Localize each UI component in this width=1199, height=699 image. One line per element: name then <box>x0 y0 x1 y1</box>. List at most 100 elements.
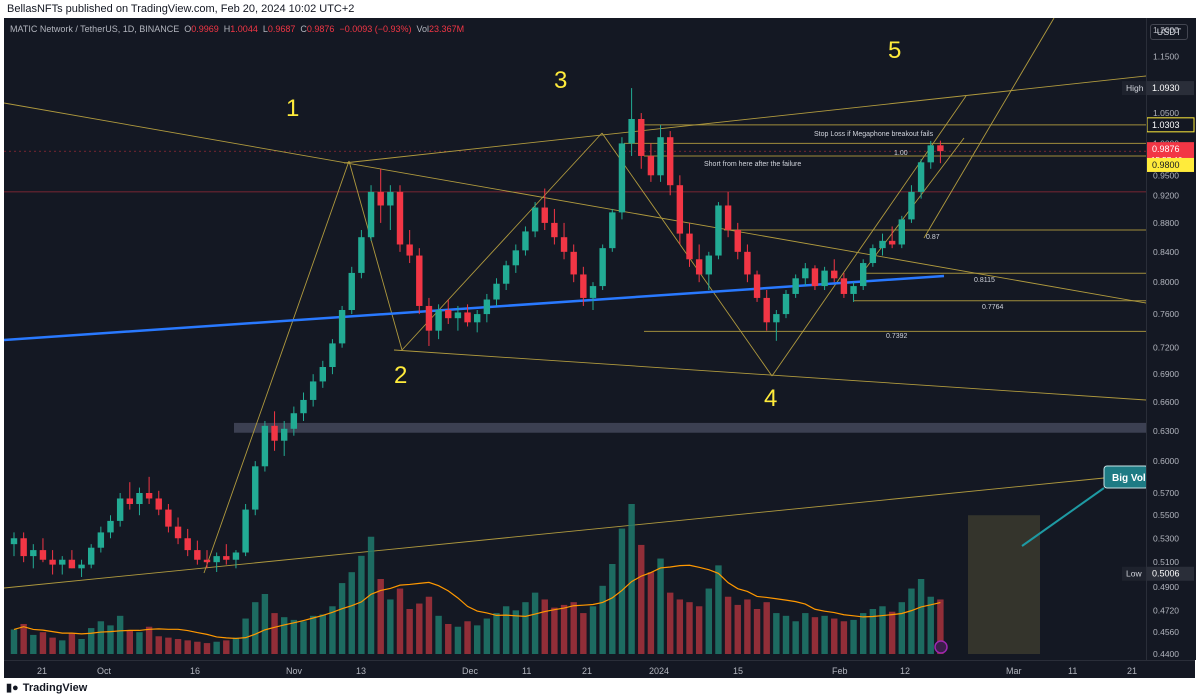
volume-bar <box>271 613 278 654</box>
y-tick-label: 0.5300 <box>1153 533 1179 543</box>
trend-line <box>401 132 603 351</box>
trend-line <box>348 160 403 351</box>
volume-bar <box>792 621 799 654</box>
price-badge <box>1146 117 1195 133</box>
header: BellasNFTs published on TradingView.com,… <box>0 0 1199 18</box>
volume-bar <box>840 621 848 654</box>
volume-bar <box>309 615 317 654</box>
volume-bar <box>937 599 944 654</box>
price-badge <box>1147 157 1194 172</box>
candle-body <box>927 145 934 163</box>
candle-body <box>242 509 249 553</box>
volume-bar <box>367 536 375 654</box>
price-axis[interactable]: 1.20001.15001.10001.05001.00000.95000.92… <box>1146 18 1196 660</box>
price-badge-value: 1.0303 <box>1152 120 1180 130</box>
candle-body <box>348 272 355 311</box>
volume-bar <box>300 621 307 654</box>
candle-body <box>184 538 191 551</box>
volume-bar <box>416 603 423 654</box>
candle-body <box>416 255 423 306</box>
volume-bar <box>329 606 336 654</box>
candle-body <box>338 310 346 344</box>
candle-body <box>531 207 539 232</box>
volume-bar <box>445 624 452 654</box>
candle-body <box>309 381 317 400</box>
candle-body <box>908 191 915 220</box>
volume-bar <box>126 630 133 654</box>
volume-bar <box>338 583 346 654</box>
candle-body <box>49 559 56 565</box>
y-tick-label: 0.4720 <box>1153 605 1179 615</box>
volume-bar <box>753 609 761 654</box>
y-tick-label: 0.6000 <box>1153 456 1179 466</box>
candle-body <box>290 413 298 429</box>
volume-bar <box>88 628 95 654</box>
candle-body <box>570 251 577 275</box>
candle-body <box>281 428 288 441</box>
volume-bar <box>358 555 365 654</box>
volume-bar <box>686 602 693 654</box>
volume-bar <box>223 640 230 654</box>
chart-area[interactable]: 1 2 3 4 5 Stop Loss if Megaphone breakout fai… <box>3 17 1152 660</box>
price-badge-value: 0.5006 <box>1152 569 1180 579</box>
volume-bar <box>908 588 915 654</box>
volume-bar <box>406 609 413 654</box>
volume-bar <box>763 602 770 654</box>
y-tick-label: 1.0500 <box>1153 108 1179 118</box>
volume-bar <box>387 599 394 654</box>
candle-body <box>782 293 790 315</box>
trend-line <box>923 17 1055 239</box>
candle-body <box>657 137 664 176</box>
volume-bar <box>319 614 326 654</box>
volume-bar <box>145 626 153 654</box>
candle-body <box>474 314 481 323</box>
volume-bar <box>78 639 85 654</box>
high-label: H <box>223 24 231 34</box>
candle-body <box>502 265 510 284</box>
volume-bar <box>724 596 732 654</box>
logo-icon: ▮● <box>6 682 19 694</box>
candle-body <box>580 274 587 298</box>
y-tick-label: 0.4560 <box>1153 627 1179 637</box>
candle-body <box>59 559 66 565</box>
candle-body <box>724 205 732 231</box>
candle-body <box>88 547 95 565</box>
volume-bar <box>888 611 896 654</box>
x-tick-label: 16 <box>190 666 200 676</box>
candle-body <box>753 274 761 298</box>
x-tick-label: 11 <box>522 666 531 676</box>
tradingview-logo[interactable]: ▮● TradingView <box>6 681 91 694</box>
time-axis-svg: 21 Oct 16 Nov 13 Dec 11 21 2024 15 Feb 12 Mar 11 21 <box>37 666 1137 676</box>
candle-body <box>329 343 336 368</box>
trend-line <box>203 160 350 574</box>
volume-bar <box>252 602 259 654</box>
volume-bar <box>531 592 539 654</box>
candle-body <box>667 137 674 186</box>
volume-bar <box>464 621 471 654</box>
high-value: 1.0044 <box>230 24 258 34</box>
volume-bar <box>213 641 220 654</box>
low-value: 0.9687 <box>267 24 296 34</box>
volume-bar <box>493 613 500 654</box>
trend-line <box>343 75 1147 164</box>
candle-body <box>638 119 645 156</box>
candle-body <box>155 498 162 510</box>
time-axis[interactable]: 21 Oct 16 Nov 13 Dec 11 21 2024 15 Feb 12 Mar 11 21 <box>4 660 1195 679</box>
volume-bar <box>802 613 809 654</box>
volume-bar <box>782 615 790 654</box>
candle-body <box>358 237 365 273</box>
currency-button[interactable]: USDT <box>1150 24 1188 40</box>
volume-bar <box>522 602 529 654</box>
candle-body <box>136 493 143 505</box>
y-tick-label: 1.1500 <box>1153 51 1179 61</box>
candle-body <box>30 550 37 557</box>
price-badge <box>1147 81 1194 96</box>
candle-body <box>194 550 201 560</box>
volume-bar <box>281 617 288 654</box>
annotation-label: Stop Loss if Megaphone breakout fails <box>814 131 934 138</box>
candle-body <box>821 270 828 287</box>
volume-bar <box>155 636 162 654</box>
candle-body <box>203 559 211 563</box>
badge-tag <box>1122 81 1146 96</box>
candle-body <box>937 145 944 152</box>
